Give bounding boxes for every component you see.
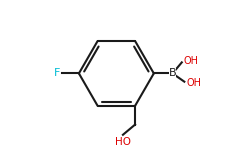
Text: B: B (169, 68, 176, 78)
Text: HO: HO (115, 137, 131, 147)
Text: OH: OH (186, 78, 202, 88)
Text: F: F (54, 68, 60, 78)
Text: OH: OH (184, 56, 199, 66)
